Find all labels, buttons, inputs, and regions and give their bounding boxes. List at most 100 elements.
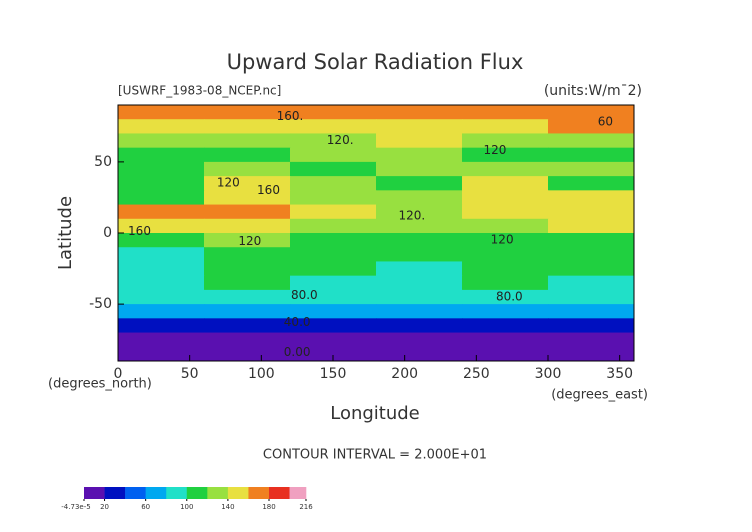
contour-cell xyxy=(118,119,205,134)
contour-interval: CONTOUR INTERVAL = 2.000E+01 xyxy=(263,448,487,463)
contour-cell xyxy=(290,190,377,206)
contour-cell xyxy=(548,247,635,262)
contour-cell xyxy=(204,147,291,163)
x-tick-label: 150 xyxy=(320,366,347,382)
contour-cell xyxy=(376,190,463,206)
contour-cell xyxy=(118,289,205,305)
contour-cell xyxy=(118,161,205,177)
contour-cell xyxy=(118,318,205,334)
contour-cell xyxy=(118,147,205,163)
contour-cell xyxy=(376,176,463,191)
colorbar-bin xyxy=(125,487,146,499)
x-tick-label: 0 xyxy=(114,366,123,382)
contour-cell xyxy=(118,190,205,206)
contour-cell xyxy=(290,318,377,334)
contour-cell xyxy=(290,105,377,120)
contour-cell xyxy=(204,233,291,248)
contour-label: 80.0 xyxy=(291,288,318,302)
colorbar-bin xyxy=(84,487,105,499)
colorbar-label: 60 xyxy=(141,503,150,511)
colorbar-label: 140 xyxy=(221,503,234,511)
y-axis-label: Latitude xyxy=(55,196,76,270)
contour-cell xyxy=(376,233,463,248)
contour-cell xyxy=(290,218,377,234)
colorbar-bin xyxy=(145,487,167,499)
contour-cell xyxy=(118,204,205,220)
contour-label: 40.0 xyxy=(284,315,311,329)
contour-cell xyxy=(548,233,635,248)
contour-cell xyxy=(290,289,377,305)
contour-cell xyxy=(204,261,291,277)
contour-cell xyxy=(204,275,291,291)
contour-label: 120. xyxy=(398,208,425,222)
contour-cell xyxy=(376,332,463,348)
contour-cell xyxy=(548,119,635,134)
contour-cell xyxy=(462,161,549,177)
y-tick-label: -50 xyxy=(89,296,112,312)
contour-label: 160. xyxy=(277,109,304,123)
contour-label: 0.00 xyxy=(284,345,311,359)
contour-cell xyxy=(548,318,635,334)
colorbar-label: 20 xyxy=(100,503,109,511)
contour-cell xyxy=(204,289,291,305)
contour-cell xyxy=(376,204,463,220)
contour-cell xyxy=(290,176,377,191)
contour-cell xyxy=(290,261,377,277)
contour-cell xyxy=(548,147,635,163)
contour-cell xyxy=(462,105,549,120)
contour-cell xyxy=(118,346,205,362)
contour-cell xyxy=(118,176,205,191)
contour-cell xyxy=(204,176,291,191)
contour-cell xyxy=(204,133,291,149)
contour-cell xyxy=(462,318,549,334)
contour-cell xyxy=(548,332,635,348)
colorbar-bin xyxy=(248,487,270,499)
contour-cell xyxy=(118,218,205,234)
contour-cell xyxy=(462,204,549,220)
colorbar-bin xyxy=(166,487,188,499)
contour-cell xyxy=(376,318,463,334)
contour-cell xyxy=(204,247,291,262)
contour-cell xyxy=(462,233,549,248)
contour-cell xyxy=(548,218,635,234)
contour-cell xyxy=(376,161,463,177)
contour-cell xyxy=(462,261,549,277)
contour-cell xyxy=(118,304,205,319)
contour-cell xyxy=(118,105,205,120)
contour-cell xyxy=(118,247,205,262)
contour-label: 60 xyxy=(598,115,613,129)
contour-cell xyxy=(548,133,635,149)
contour-cell xyxy=(204,119,291,134)
contour-cell xyxy=(204,204,291,220)
chart-title: Upward Solar Radiation Flux xyxy=(227,50,524,74)
x-tick-label: 100 xyxy=(248,366,275,382)
contour-cell xyxy=(548,304,635,319)
contour-cell xyxy=(204,218,291,234)
contour-cell xyxy=(376,275,463,291)
colorbar-label: 216 xyxy=(299,503,313,511)
contour-label: 160 xyxy=(257,183,280,197)
contour-cell xyxy=(118,332,205,348)
units: (units:W/m¯2) xyxy=(544,83,642,99)
contour-cell xyxy=(376,346,463,362)
subtitle: [USWRF_1983-08_NCEP.nc] xyxy=(118,84,281,98)
contour-label: 120 xyxy=(484,143,507,157)
contour-cell xyxy=(462,247,549,262)
colorbar-bin xyxy=(207,487,229,499)
colorbar-bin xyxy=(104,487,126,499)
contour-cell xyxy=(548,289,635,305)
x-tick-label: 300 xyxy=(535,366,562,382)
contour-cell xyxy=(376,304,463,319)
contour-label: 120 xyxy=(491,233,514,247)
x-unit-label: (degrees_east) xyxy=(551,388,648,403)
x-tick-label: 200 xyxy=(391,366,418,382)
contour-cell xyxy=(376,261,463,277)
contour-cell xyxy=(290,119,377,134)
contour-label: 120 xyxy=(217,176,240,190)
contour-cell xyxy=(462,332,549,348)
contour-cell xyxy=(204,304,291,319)
colorbar-bin xyxy=(227,487,249,499)
contour-cell xyxy=(376,247,463,262)
